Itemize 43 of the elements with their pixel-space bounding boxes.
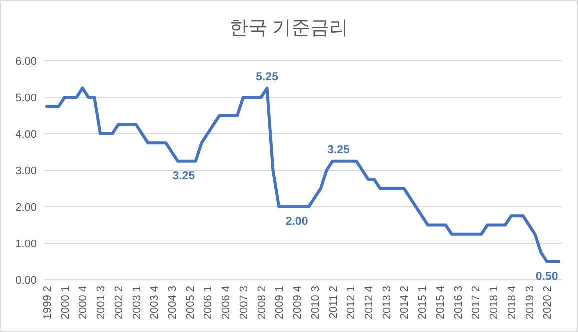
- y-tick-label: 0.00: [16, 275, 37, 287]
- x-tick-label: 2004 3: [167, 286, 180, 320]
- x-tick-label: 2009 4: [292, 286, 304, 320]
- x-tick-label: 2016 3: [452, 286, 465, 320]
- data-label: 3.25: [172, 170, 196, 182]
- x-tick-label: 2007 3: [238, 286, 250, 320]
- x-tick-label: 2003 1: [131, 286, 144, 320]
- x-tick-label: 2017 2: [470, 286, 483, 320]
- x-tick-label: 2010 3: [310, 286, 322, 320]
- x-tick-label: 2015 1: [417, 286, 430, 320]
- data-label: 5.25: [256, 71, 280, 84]
- x-tick-label: 2019 3: [524, 286, 536, 320]
- x-tick-label: 2015 4: [434, 286, 447, 320]
- y-tick-label: 6.00: [16, 56, 37, 68]
- y-tick-label: 3.00: [16, 166, 37, 178]
- data-label: 0.50: [536, 270, 558, 283]
- x-tick-label: 2000 4: [78, 286, 90, 320]
- line-series: [45, 86, 561, 264]
- y-tick-label: 1.00: [16, 238, 37, 250]
- x-tick-label: 2013 3: [381, 286, 394, 320]
- x-tick-label: 2001 3: [96, 286, 108, 320]
- x-tick-label: 2003 4: [149, 286, 162, 320]
- x-tick-label: 1999 2: [42, 286, 54, 320]
- x-tick-label: 2005 2: [184, 286, 197, 320]
- x-tick-label: 2018 4: [506, 286, 518, 320]
- data-label: 2.00: [286, 216, 308, 228]
- x-tick-label: 2012 4: [363, 286, 376, 320]
- x-tick-label: 2018 1: [488, 286, 501, 320]
- chart-title: 한국 기준금리: [229, 18, 349, 39]
- x-tick-label: 2009 1: [274, 286, 286, 320]
- data-label: 3.25: [328, 144, 351, 156]
- x-tick-label: 2012 1: [346, 286, 358, 320]
- y-tick-label: 5.00: [16, 92, 37, 104]
- x-tick-label: 2020 2: [542, 286, 554, 320]
- x-tick-label: 2006 1: [202, 286, 215, 320]
- y-tick-label: 4.00: [16, 129, 37, 141]
- x-tick-label: 2014 2: [399, 286, 412, 320]
- x-tick-label: 2000 1: [60, 286, 72, 320]
- y-tick-label: 2.00: [16, 202, 37, 214]
- x-tick-label: 2006 4: [220, 286, 233, 320]
- x-tick-label: 2008 2: [256, 286, 268, 320]
- x-tick-label: 2002 2: [113, 286, 126, 320]
- x-tick-label: 2011 2: [328, 286, 340, 319]
